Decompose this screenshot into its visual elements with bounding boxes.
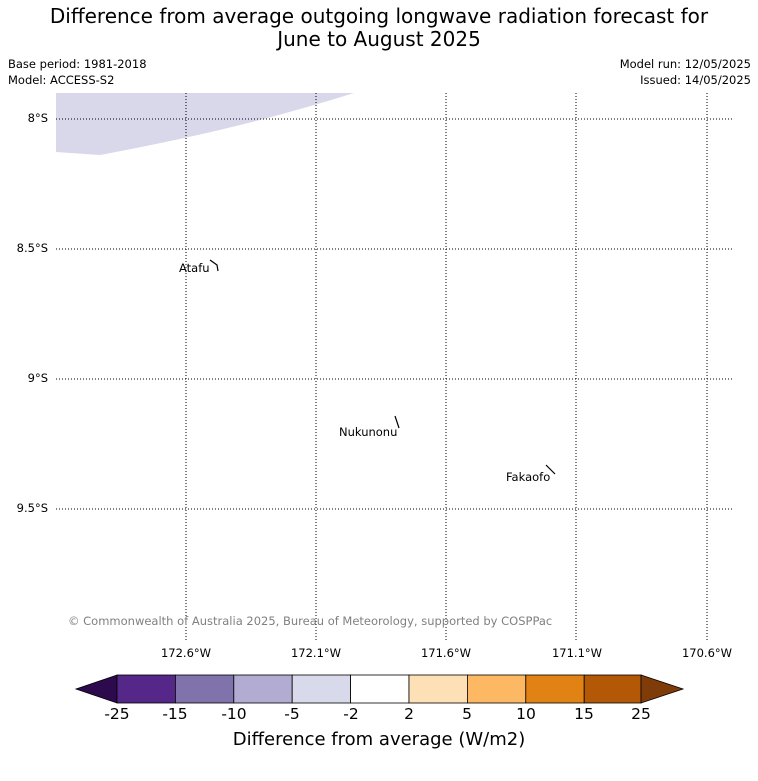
title-line-2: June to August 2025 (277, 27, 481, 51)
lat-label-9s: 9°S (27, 371, 48, 385)
colorbar-swatch-1 (116, 674, 176, 704)
chart-title: Difference from average outgoing longwav… (0, 5, 758, 51)
colorbar-swatch-7 (466, 674, 527, 704)
meta-left: Base period: 1981-2018 Model: ACCESS-S2 (8, 56, 147, 88)
colorbar-swatch-5 (350, 674, 410, 704)
nukunonu-island (394, 415, 400, 429)
colorbar-tick-7: 10 (516, 705, 536, 723)
lat-label-9-5s: 9.5°S (16, 501, 48, 515)
colorbar-swatch-8 (525, 674, 585, 704)
latitude-gridlines (56, 118, 733, 510)
lon-label-171-6w: 171.6°W (420, 646, 472, 660)
colorbar-tick-0: -25 (104, 705, 130, 723)
model-run-text: Model run: 12/05/2025 (619, 57, 751, 71)
colorbar-tick-5: 2 (404, 705, 414, 723)
colorbar-tick-1: -15 (162, 705, 188, 723)
place-label-atafu: Atafu (179, 261, 210, 275)
colorbar-tick-4: -2 (343, 705, 359, 723)
fakaofo-island (545, 464, 556, 475)
colorbar-swatch-2 (174, 674, 235, 704)
base-period-text: Base period: 1981-2018 (8, 57, 147, 71)
meta-right: Model run: 12/05/2025 Issued: 14/05/2025 (620, 56, 751, 88)
colorbar-over-arrow (640, 674, 685, 704)
colorbar-tick-6: 5 (462, 705, 472, 723)
island-outlines (209, 259, 556, 475)
anomaly-region (56, 93, 354, 155)
atafu-island (209, 259, 219, 272)
issued-text: Issued: 14/05/2025 (640, 73, 751, 87)
title-line-1: Difference from average outgoing longwav… (49, 4, 709, 28)
colorbar-tick-8: 15 (574, 705, 594, 723)
colorbar-tick-3: -5 (284, 705, 300, 723)
place-label-nukunonu: Nukunonu (339, 425, 398, 439)
colorbar-under-arrow (74, 674, 118, 704)
colorbar-swatch-4 (291, 674, 352, 704)
colorbar-tick-9: 25 (631, 705, 651, 723)
colorbar-tick-2: -10 (221, 705, 247, 723)
lat-label-8s: 8°S (27, 111, 48, 125)
longitude-gridlines (185, 93, 708, 640)
place-label-fakaofo: Fakaofo (506, 470, 551, 484)
model-text: Model: ACCESS-S2 (8, 73, 115, 87)
lon-label-172-6w: 172.6°W (160, 646, 212, 660)
lon-label-170-6w: 170.6°W (681, 646, 733, 660)
copyright-notice: © Commonwealth of Australia 2025, Bureau… (68, 614, 553, 628)
colorbar-title: Difference from average (W/m2) (232, 729, 526, 750)
colorbar-swatch-6 (408, 674, 468, 704)
lon-label-171-1w: 171.1°W (551, 646, 603, 660)
lon-label-172-1w: 172.1°W (290, 646, 342, 660)
lat-label-8-5s: 8.5°S (16, 241, 48, 255)
colorbar-swatch-9 (583, 674, 642, 704)
colorbar-swatch-3 (233, 674, 293, 704)
